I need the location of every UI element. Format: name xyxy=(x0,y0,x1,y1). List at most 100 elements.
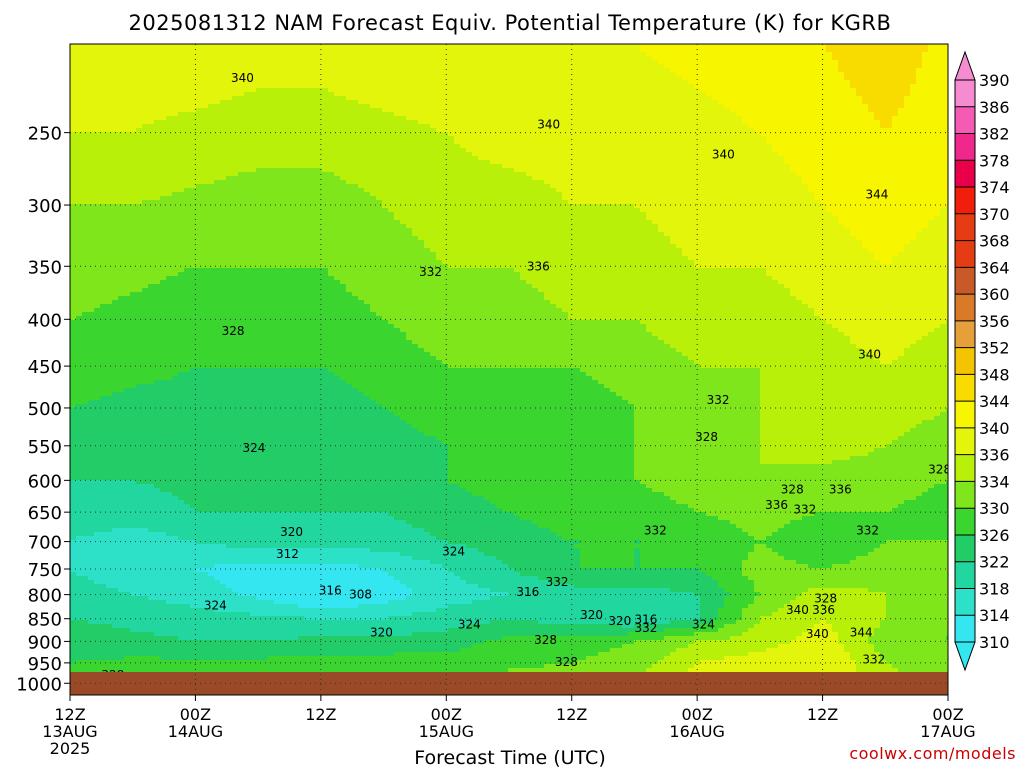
field-cell xyxy=(646,48,653,53)
field-cell xyxy=(940,100,947,105)
field-cell xyxy=(766,60,773,65)
field-cell xyxy=(148,128,155,133)
field-cell xyxy=(946,96,953,101)
field-cell xyxy=(328,124,335,129)
field-cell xyxy=(82,80,89,85)
field-cell xyxy=(544,88,551,93)
field-cell xyxy=(598,92,605,97)
field-cell xyxy=(892,152,899,157)
field-cell xyxy=(490,112,497,117)
field-cell xyxy=(502,48,509,53)
field-cell xyxy=(472,96,479,101)
field-cell xyxy=(886,108,893,113)
field-cell xyxy=(724,88,731,93)
field-cell xyxy=(778,152,785,157)
field-cell xyxy=(316,116,323,121)
field-cell xyxy=(148,64,155,69)
field-cell xyxy=(610,136,617,141)
field-cell xyxy=(436,52,443,57)
field-cell xyxy=(448,68,455,73)
field-cell xyxy=(484,80,491,85)
field-cell xyxy=(424,140,431,145)
field-cell xyxy=(334,116,341,121)
field-cell xyxy=(220,116,227,121)
field-cell xyxy=(856,84,863,89)
field-cell xyxy=(352,48,359,53)
field-cell xyxy=(484,156,491,161)
field-cell xyxy=(106,164,113,169)
field-cell xyxy=(910,116,917,121)
field-cell xyxy=(202,144,209,149)
field-cell xyxy=(556,88,563,93)
field-cell xyxy=(316,132,323,137)
field-cell xyxy=(688,84,695,89)
field-cell xyxy=(928,64,935,69)
field-cell xyxy=(118,112,125,117)
field-cell xyxy=(490,44,497,49)
field-cell xyxy=(280,76,287,81)
field-cell xyxy=(214,168,221,173)
field-cell xyxy=(160,52,167,57)
field-cell xyxy=(766,52,773,57)
field-cell xyxy=(616,96,623,101)
field-cell xyxy=(406,92,413,97)
field-cell xyxy=(250,148,257,153)
field-cell xyxy=(490,152,497,157)
field-cell xyxy=(484,92,491,97)
field-cell xyxy=(598,108,605,113)
field-cell xyxy=(382,68,389,73)
field-cell xyxy=(766,148,773,153)
field-cell xyxy=(286,72,293,77)
field-cell xyxy=(568,60,575,65)
field-cell xyxy=(796,76,803,81)
field-cell xyxy=(292,156,299,161)
field-cell xyxy=(814,72,821,77)
field-cell xyxy=(886,72,893,77)
field-cell xyxy=(364,156,371,161)
field-cell xyxy=(454,152,461,157)
field-cell xyxy=(904,88,911,93)
field-cell xyxy=(496,92,503,97)
field-cell xyxy=(826,52,833,57)
field-cell xyxy=(526,68,533,73)
field-cell xyxy=(622,72,629,77)
field-cell xyxy=(748,88,755,93)
field-cell xyxy=(490,116,497,121)
field-cell xyxy=(934,92,941,97)
field-cell xyxy=(292,52,299,57)
field-cell xyxy=(934,120,941,125)
field-cell xyxy=(370,84,377,89)
field-cell xyxy=(406,136,413,141)
field-cell xyxy=(322,96,329,101)
field-cell xyxy=(874,164,881,169)
field-cell xyxy=(832,112,839,117)
field-cell xyxy=(406,88,413,93)
field-cell xyxy=(580,160,587,165)
field-cell xyxy=(946,132,953,137)
field-cell xyxy=(934,160,941,165)
field-cell xyxy=(472,148,479,153)
field-cell xyxy=(940,124,947,129)
field-cell xyxy=(718,100,725,105)
field-cell xyxy=(904,156,911,161)
field-cell xyxy=(436,120,443,125)
field-cell xyxy=(580,128,587,133)
field-cell xyxy=(292,92,299,97)
field-cell xyxy=(88,116,95,121)
field-cell xyxy=(292,168,299,173)
field-cell xyxy=(838,152,845,157)
field-cell xyxy=(826,152,833,157)
field-cell xyxy=(244,56,251,61)
field-cell xyxy=(424,96,431,101)
field-cell xyxy=(598,120,605,125)
field-cell xyxy=(856,80,863,85)
field-cell xyxy=(904,112,911,117)
field-cell xyxy=(454,120,461,125)
field-cell xyxy=(910,76,917,81)
field-cell xyxy=(754,64,761,69)
field-cell xyxy=(628,120,635,125)
field-cell xyxy=(904,84,911,89)
field-cell xyxy=(556,152,563,157)
field-cell xyxy=(934,164,941,169)
field-cell xyxy=(484,68,491,73)
